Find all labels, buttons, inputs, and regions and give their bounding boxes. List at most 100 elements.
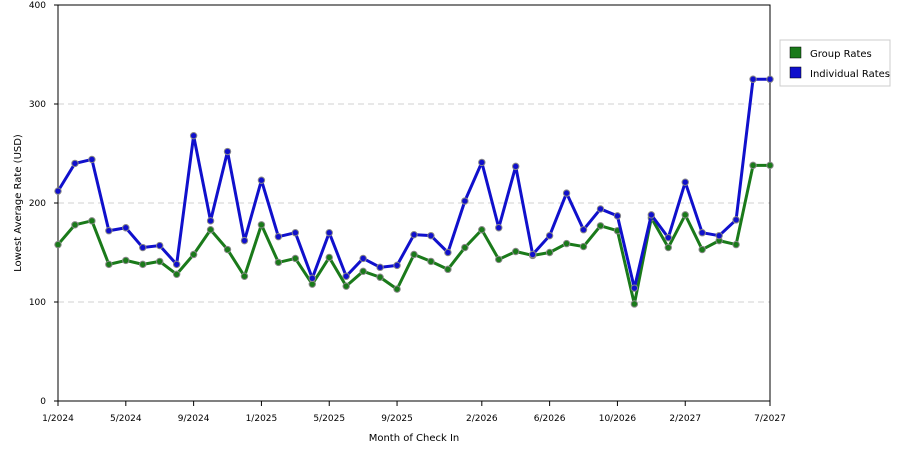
legend-label-group-rates: Group Rates (810, 49, 872, 60)
data-point-individual-rates (613, 212, 622, 220)
data-point-group-rates (291, 254, 300, 263)
data-point-individual-rates (630, 284, 639, 292)
data-point-individual-rates (410, 230, 418, 239)
data-point-individual-rates (156, 241, 164, 250)
data-point-group-rates (681, 211, 689, 219)
data-point-group-rates (240, 272, 249, 280)
x-tick-label: 2/2026 (466, 414, 498, 424)
x-tick-label: 9/2024 (178, 414, 210, 424)
data-point-individual-rates (495, 224, 503, 232)
data-point-individual-rates (749, 75, 757, 83)
data-point-group-rates (512, 247, 520, 256)
data-point-individual-rates (376, 263, 384, 272)
x-tick-label: 2/2027 (669, 414, 701, 424)
x-tick-label: 9/2025 (381, 414, 413, 424)
data-point-individual-rates (579, 226, 588, 234)
x-axis-ticks: 1/2024 5/2024 9/2024 1/2025 5/2025 9/2025 2/20… (42, 401, 786, 424)
data-point-individual-rates (325, 229, 333, 237)
data-point-individual-rates (105, 227, 113, 235)
x-tick-label: 1/2025 (246, 414, 278, 424)
data-point-group-rates (88, 217, 96, 225)
y-axis-ticks: 0 100 200 300 400 (29, 1, 58, 407)
data-point-group-rates (257, 221, 266, 229)
data-point-group-rates (749, 161, 757, 170)
data-point-group-rates (410, 250, 418, 259)
data-point-group-rates (630, 300, 639, 308)
data-point-individual-rates (359, 254, 367, 263)
data-point-individual-rates (766, 75, 774, 83)
data-point-group-rates (105, 260, 113, 269)
data-point-group-rates (325, 253, 333, 262)
data-point-group-rates (478, 226, 486, 234)
data-point-group-rates (206, 226, 215, 234)
data-point-group-rates (664, 243, 672, 252)
data-point-individual-rates (512, 162, 520, 171)
data-point-individual-rates (342, 272, 350, 280)
data-point-group-rates (274, 258, 283, 267)
grid-lines (58, 103, 770, 303)
data-point-individual-rates (715, 231, 723, 240)
data-point-individual-rates (291, 229, 300, 237)
legend-swatch-group-rates (789, 46, 802, 59)
data-point-individual-rates (545, 231, 554, 240)
data-point-individual-rates (71, 159, 79, 168)
data-point-individual-rates (528, 250, 537, 259)
data-point-group-rates (172, 270, 181, 278)
data-point-individual-rates (732, 216, 740, 224)
data-point-individual-rates (308, 274, 316, 282)
y-tick-label: 300 (29, 100, 46, 110)
data-point-individual-rates (274, 232, 283, 241)
data-point-group-rates (766, 161, 774, 170)
data-point-individual-rates (664, 233, 672, 242)
data-point-individual-rates (698, 229, 706, 237)
data-point-individual-rates (122, 224, 130, 232)
x-axis-title: Month of Check In (369, 433, 460, 444)
data-point-group-rates (461, 243, 469, 252)
data-point-individual-rates (88, 155, 96, 164)
data-point-individual-rates (223, 147, 232, 156)
data-point-individual-rates (444, 248, 452, 257)
data-point-individual-rates (681, 178, 689, 186)
x-tick-label: 5/2024 (110, 414, 142, 424)
data-point-individual-rates (257, 176, 266, 184)
data-point-individual-rates (54, 187, 62, 195)
data-point-group-rates (223, 245, 232, 254)
y-tick-label: 100 (29, 298, 46, 308)
data-point-individual-rates (240, 236, 249, 245)
data-point-individual-rates (427, 231, 435, 240)
data-point-group-rates (54, 240, 62, 249)
x-tick-label: 7/2027 (754, 414, 786, 424)
data-point-group-rates (562, 239, 571, 248)
data-point-individual-rates (562, 189, 571, 197)
data-point-group-rates (359, 267, 367, 276)
data-point-group-rates (156, 257, 164, 266)
data-point-group-rates (122, 256, 130, 265)
data-point-group-rates (189, 250, 198, 259)
data-point-group-rates (495, 255, 503, 264)
data-point-group-rates (393, 285, 401, 293)
legend: Group Rates Individual Rates (779, 39, 891, 87)
y-tick-label: 0 (40, 397, 46, 407)
x-tick-label: 10/2026 (599, 414, 637, 424)
data-point-group-rates (545, 248, 554, 257)
data-point-individual-rates (478, 158, 486, 167)
legend-swatch-individual-rates (789, 66, 802, 79)
x-tick-label: 6/2026 (534, 414, 566, 424)
data-point-group-rates (444, 265, 452, 274)
y-axis-title: Lowest Average Rate (USD) (13, 134, 24, 272)
data-point-group-rates (71, 221, 79, 229)
data-point-individual-rates (647, 211, 656, 219)
data-point-individual-rates (139, 243, 147, 252)
data-point-individual-rates (596, 205, 605, 213)
data-point-individual-rates (461, 197, 469, 205)
data-point-group-rates (139, 260, 147, 269)
data-point-group-rates (732, 240, 740, 249)
y-tick-label: 400 (29, 1, 46, 11)
data-point-group-rates (376, 273, 384, 281)
data-point-group-rates (579, 242, 588, 251)
data-point-group-rates (427, 257, 435, 266)
data-point-group-rates (342, 282, 350, 290)
data-point-individual-rates (172, 260, 181, 269)
